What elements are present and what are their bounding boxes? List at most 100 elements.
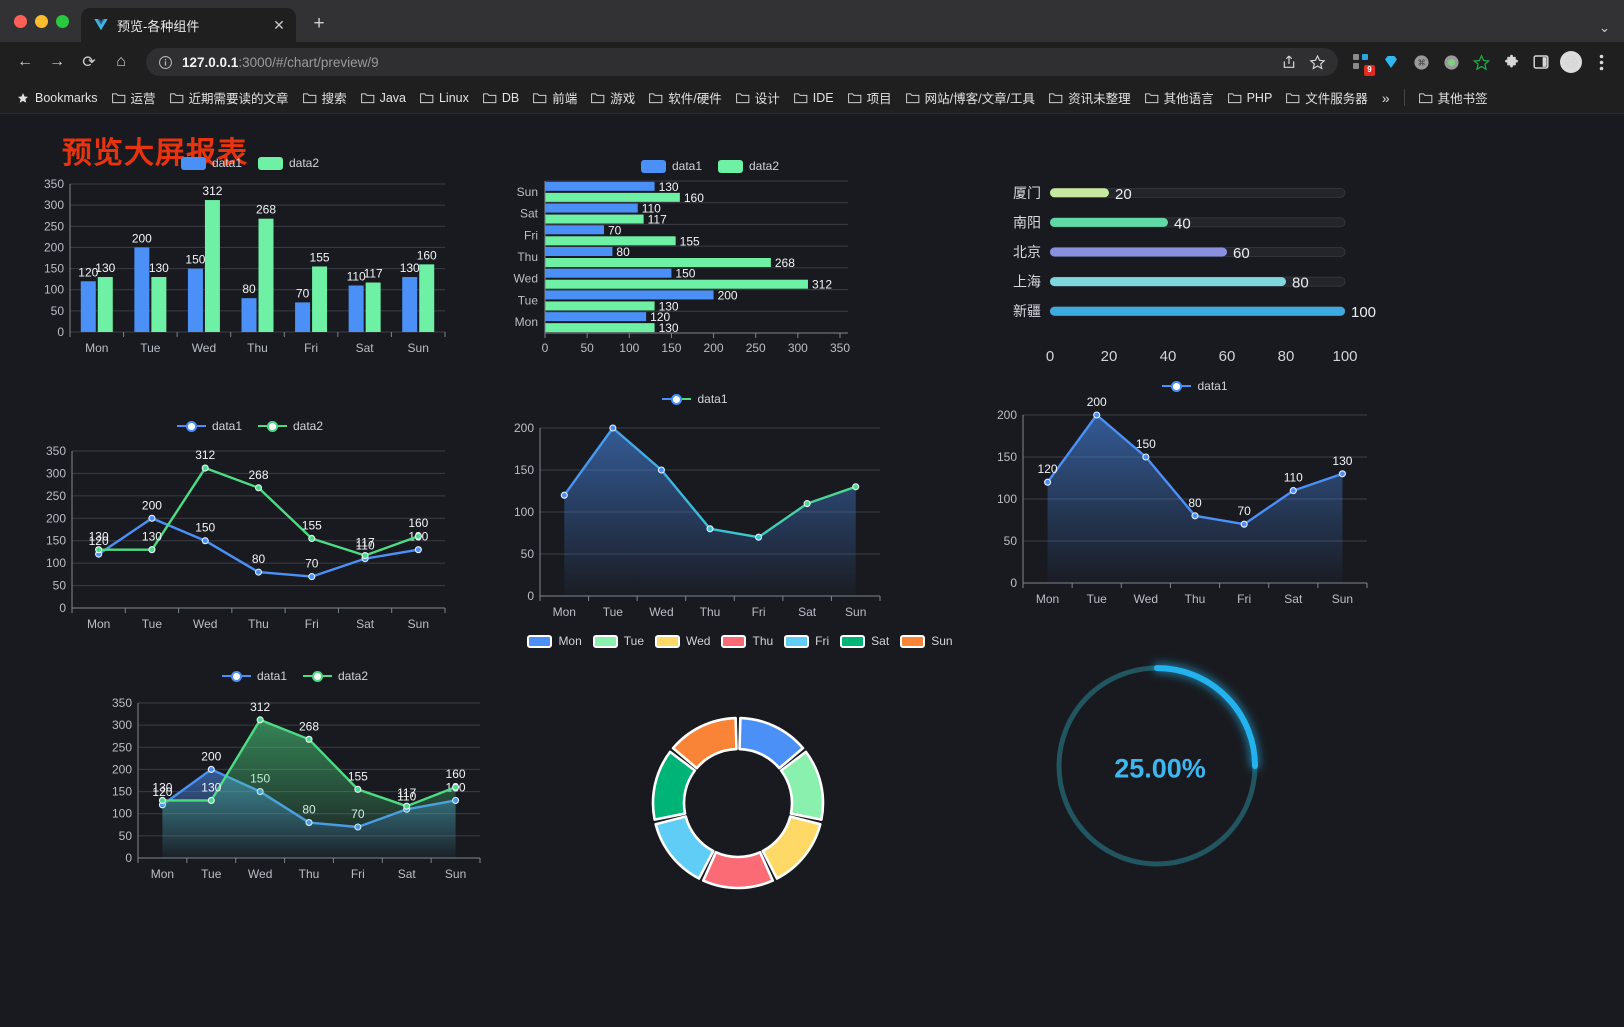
point-value-label: 130 — [89, 530, 109, 544]
other-bookmarks-item[interactable]: 其他书签 — [1413, 85, 1494, 110]
bookmark-item[interactable]: 网站/博客/文章/工具 — [900, 85, 1041, 110]
point-value-label: 130 — [1332, 454, 1352, 468]
bar-value-label: 150 — [675, 267, 695, 281]
legend-line-gradient: data1 — [495, 392, 895, 406]
bookmark-item[interactable]: 运营 — [106, 85, 162, 110]
more-menu-icon[interactable] — [1588, 49, 1614, 75]
bookmarks-manager-item[interactable]: Bookmarks — [10, 88, 104, 108]
y-tick-label: 100 — [46, 556, 66, 570]
extensions-grid-icon[interactable]: 9 — [1348, 49, 1375, 76]
bookmark-item[interactable]: 文件服务器 — [1280, 85, 1374, 110]
bar-value-label: 268 — [256, 203, 276, 217]
forward-button[interactable]: → — [49, 53, 65, 70]
green-circle-icon[interactable] — [1438, 49, 1464, 75]
data-point — [803, 500, 811, 508]
star-outline-icon[interactable] — [1468, 49, 1494, 75]
legend-item[interactable]: Tue — [592, 634, 644, 648]
legend-marker-data1 — [1162, 380, 1192, 392]
side-panel-icon[interactable] — [1528, 49, 1554, 75]
address-bar[interactable]: 127.0.0.1:3000/#/chart/preview/9 — [146, 48, 1338, 76]
chevron-down-icon[interactable]: ⌄ — [1599, 20, 1610, 35]
legend-item[interactable]: Mon — [527, 634, 582, 648]
bookmark-item[interactable]: 资讯未整理 — [1043, 85, 1137, 110]
pie-slice — [701, 850, 775, 890]
close-tab-button[interactable]: ✕ — [273, 16, 285, 33]
reload-button[interactable]: ⟳ — [82, 54, 96, 71]
legend-item[interactable]: Wed — [655, 634, 710, 648]
bar-value-label: 160 — [417, 248, 437, 262]
legend-swatch — [655, 634, 681, 648]
bar-value-label: 150 — [185, 253, 205, 267]
legend-item[interactable]: data1 — [1162, 379, 1228, 393]
x-tick-label: Fri — [752, 605, 766, 619]
legend-item[interactable]: data1 — [662, 392, 728, 406]
bar — [545, 268, 672, 278]
close-window-button[interactable] — [14, 14, 27, 28]
bar — [348, 285, 364, 332]
bookmark-item[interactable]: PHP — [1222, 88, 1279, 108]
pie-slice — [654, 815, 715, 880]
diamond-icon[interactable] — [1378, 49, 1404, 75]
puzzle-icon[interactable] — [1498, 49, 1524, 75]
data-point — [852, 483, 860, 491]
folder-icon — [1227, 92, 1241, 103]
legend-item[interactable]: data1 — [180, 156, 242, 170]
data-point — [560, 491, 568, 499]
share-icon[interactable] — [1281, 54, 1297, 70]
bookmark-item[interactable]: 近期需要读的文章 — [164, 85, 295, 110]
bookmark-item[interactable]: 前端 — [527, 85, 583, 110]
point-value-label: 155 — [302, 518, 322, 532]
bookmarks-label: Bookmarks — [35, 90, 98, 105]
browser-tab[interactable]: 预览-各种组件 ✕ — [81, 8, 296, 42]
site-info-icon[interactable] — [158, 55, 173, 70]
chart-progress-bars: 厦门 20 南阳 40 北京 60 上海 80 新疆 100 0 20 40 60 80 100 — [990, 156, 1390, 406]
bookmark-item[interactable]: IDE — [788, 88, 840, 108]
y-tick-label: 300 — [112, 718, 132, 732]
home-button[interactable]: ⌂ — [116, 53, 126, 70]
bookmark-item[interactable]: Linux — [414, 88, 475, 108]
bookmark-item[interactable]: 游戏 — [585, 85, 641, 110]
minimize-window-button[interactable] — [35, 14, 48, 28]
bookmarks-overflow-button[interactable]: » — [1381, 89, 1390, 106]
command-circle-icon[interactable]: ⌘ — [1408, 49, 1434, 75]
y-tick-label: 200 — [514, 421, 534, 435]
point-value-label: 268 — [248, 468, 268, 482]
legend-item[interactable]: data1 — [221, 669, 287, 683]
legend-item[interactable]: Thu — [721, 634, 773, 648]
bookmark-item[interactable]: 其他语言 — [1139, 85, 1220, 110]
legend-bar-horizontal: data1 data2 — [520, 159, 900, 173]
back-button[interactable]: ← — [17, 53, 33, 70]
maximize-window-button[interactable] — [56, 14, 69, 28]
bookmark-star-icon[interactable] — [1309, 54, 1326, 71]
x-tick-label: 100 — [1332, 348, 1357, 365]
y-tick-label: Mon — [515, 315, 538, 329]
bookmark-label: PHP — [1246, 90, 1273, 105]
donut-plot — [651, 716, 825, 890]
legend-item[interactable]: data2 — [303, 669, 368, 683]
legend-item[interactable]: Fri — [784, 634, 829, 648]
x-tick-label: Sat — [398, 867, 417, 881]
x-tick-label: 100 — [619, 341, 639, 355]
folder-icon — [482, 92, 497, 103]
bookmark-item[interactable]: 搜索 — [297, 85, 353, 110]
legend-item[interactable]: data1 — [640, 159, 702, 173]
bookmark-item[interactable]: 项目 — [842, 85, 898, 110]
legend-item[interactable]: data1 — [176, 419, 242, 433]
bar — [419, 264, 435, 332]
legend-item[interactable]: data2 — [258, 156, 319, 170]
profile-avatar-icon[interactable]: 😄 — [1558, 49, 1584, 75]
legend-item[interactable]: data2 — [258, 419, 323, 433]
bookmark-label: 游戏 — [610, 92, 636, 106]
y-tick-label: 0 — [57, 325, 64, 339]
legend-item[interactable]: data2 — [718, 159, 779, 173]
legend-item[interactable]: Sat — [840, 634, 889, 648]
bookmark-item[interactable]: DB — [477, 88, 525, 108]
bookmark-item[interactable]: Java — [355, 88, 412, 108]
new-tab-button[interactable]: + — [313, 13, 325, 34]
data-point — [95, 546, 103, 554]
bookmark-item[interactable]: 软件/硬件 — [643, 85, 727, 110]
legend-item[interactable]: Sun — [900, 634, 953, 648]
bookmark-item[interactable]: 设计 — [730, 85, 786, 110]
legend-label: data2 — [749, 159, 780, 173]
